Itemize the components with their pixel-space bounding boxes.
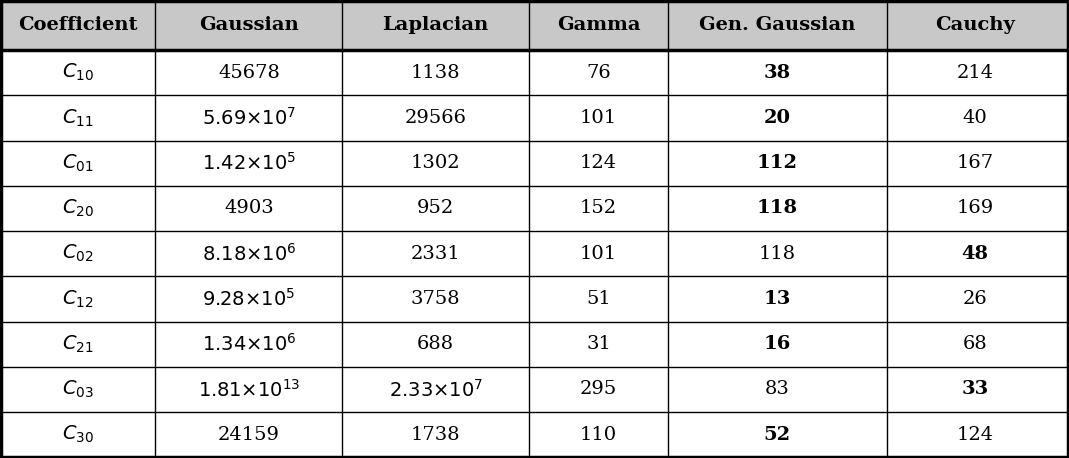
Text: $\mathit{C}_{03}$: $\mathit{C}_{03}$ [62,379,94,400]
Text: 688: 688 [417,335,454,353]
Text: 68: 68 [962,335,988,353]
Text: 13: 13 [763,290,791,308]
Text: 1138: 1138 [410,64,461,82]
Text: 33: 33 [961,381,989,398]
Text: $\mathit{C}_{30}$: $\mathit{C}_{30}$ [62,424,94,445]
Text: $\mathit{C}_{12}$: $\mathit{C}_{12}$ [62,288,94,310]
Text: 51: 51 [586,290,610,308]
Text: 295: 295 [579,381,617,398]
Text: 101: 101 [580,109,617,127]
Text: 118: 118 [757,199,797,218]
Text: $1.34{\times}10^{6}$: $1.34{\times}10^{6}$ [202,333,296,355]
Text: $1.81{\times}10^{13}$: $1.81{\times}10^{13}$ [198,378,300,400]
Text: $\mathit{C}_{11}$: $\mathit{C}_{11}$ [62,107,94,129]
Bar [1,50,1068,457]
Text: 2331: 2331 [410,245,461,262]
Text: 110: 110 [580,425,617,444]
Text: 3758: 3758 [410,290,461,308]
Text: 952: 952 [417,199,454,218]
Bar [1,1,1068,50]
Text: 83: 83 [765,381,790,398]
Text: $1.42{\times}10^{5}$: $1.42{\times}10^{5}$ [202,152,296,174]
Text: 1738: 1738 [410,425,461,444]
Text: Cauchy: Cauchy [935,16,1014,34]
Text: Gen. Gaussian: Gen. Gaussian [699,16,855,34]
Text: 20: 20 [764,109,791,127]
Text: 152: 152 [580,199,617,218]
Text: 16: 16 [763,335,791,353]
Text: $9.28{\times}10^{5}$: $9.28{\times}10^{5}$ [202,288,295,310]
Text: 29566: 29566 [405,109,467,127]
Text: 45678: 45678 [218,64,280,82]
Text: $5.69{\times}10^{7}$: $5.69{\times}10^{7}$ [202,107,296,129]
Text: 169: 169 [957,199,993,218]
Text: Gaussian: Gaussian [199,16,299,34]
Text: 1302: 1302 [410,154,461,172]
Text: $\mathit{C}_{10}$: $\mathit{C}_{10}$ [62,62,94,83]
Text: $8.18{\times}10^{6}$: $8.18{\times}10^{6}$ [202,243,296,265]
Text: 76: 76 [586,64,610,82]
Text: 112: 112 [757,154,797,172]
Text: 167: 167 [957,154,993,172]
Text: 118: 118 [759,245,796,262]
Text: 40: 40 [962,109,988,127]
Text: $\mathit{C}_{02}$: $\mathit{C}_{02}$ [62,243,94,264]
Text: $\mathit{C}_{01}$: $\mathit{C}_{01}$ [62,153,94,174]
Text: 48: 48 [961,245,989,262]
Text: 38: 38 [764,64,791,82]
Text: 214: 214 [957,64,993,82]
Text: 101: 101 [580,245,617,262]
Text: 52: 52 [764,425,791,444]
Text: $\mathit{C}_{20}$: $\mathit{C}_{20}$ [62,198,94,219]
Text: $\mathit{C}_{21}$: $\mathit{C}_{21}$ [62,333,94,355]
Text: Laplacian: Laplacian [383,16,489,34]
Text: $2.33{\times}10^{7}$: $2.33{\times}10^{7}$ [389,378,483,400]
Text: 4903: 4903 [224,199,274,218]
Text: 26: 26 [962,290,988,308]
Text: 124: 124 [580,154,617,172]
Text: Gamma: Gamma [557,16,640,34]
Text: 124: 124 [957,425,993,444]
Text: 24159: 24159 [218,425,280,444]
Text: Coefficient: Coefficient [18,16,138,34]
Text: 31: 31 [586,335,611,353]
